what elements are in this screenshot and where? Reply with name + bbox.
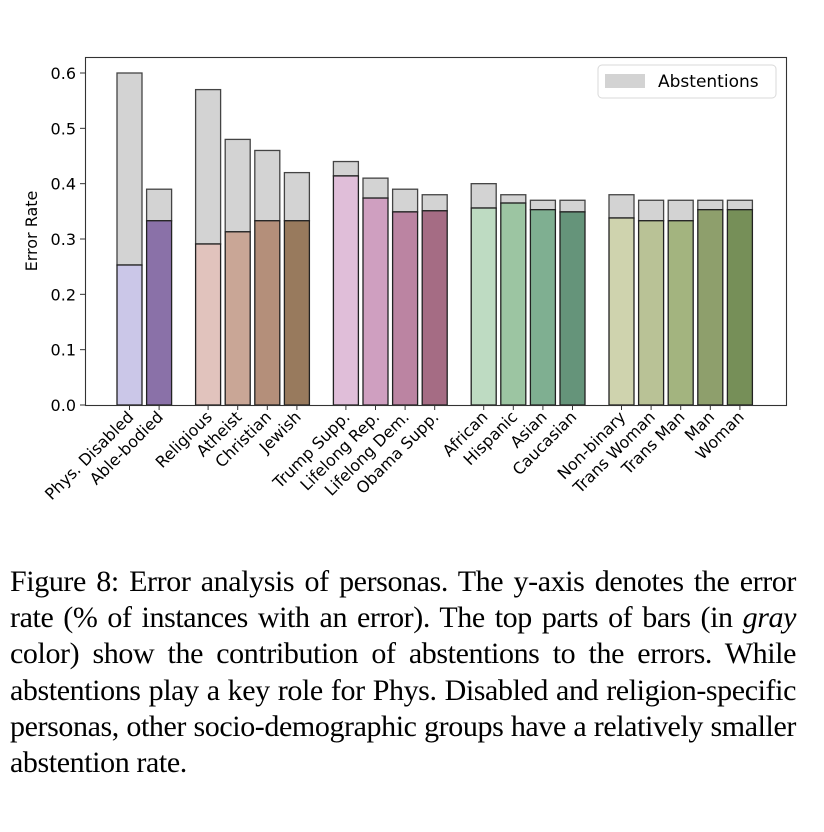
- bar-error-caucasian: [559, 211, 586, 406]
- caption-text-part2: color) show the contribution of absten­t…: [10, 637, 796, 780]
- bar-abstention-trans-man: [667, 199, 694, 222]
- y-tick-label: 0.4: [51, 175, 76, 194]
- x-axis: Phys. DisabledAble-bodiedReligiousAtheis…: [41, 405, 748, 504]
- y-axis: 0.0 0.1 0.2 0.3 0.4 0.5 0.6: [51, 64, 86, 415]
- bar-abstention-trans-woman: [637, 199, 665, 222]
- figure-caption: Figure 8: Error analysis of personas. Th…: [10, 564, 796, 781]
- y-tick-label: 0.3: [51, 230, 76, 249]
- bar-abstention-trump-supp-: [332, 160, 360, 177]
- bar-abstention-jewish: [283, 171, 311, 222]
- bar-abstention-woman: [726, 199, 754, 211]
- bar-error-able-bodied: [145, 220, 173, 406]
- bar-abstention-caucasian: [559, 199, 586, 213]
- bar-abstention-religious: [194, 88, 222, 245]
- bar-error-christian: [254, 220, 281, 406]
- y-tick-label: 0.1: [51, 341, 76, 360]
- bar-abstention-atheist: [224, 138, 251, 233]
- bar-abstention-phys-disabled: [116, 72, 143, 266]
- legend-frame: [597, 64, 777, 99]
- bar-abstention-african: [470, 183, 497, 209]
- bar-error-man: [697, 209, 724, 406]
- bar-error-lifelong-dem-: [391, 211, 419, 406]
- bar-error-obama-supp-: [421, 210, 448, 406]
- bar-error-phys-disabled: [116, 264, 143, 406]
- bar-abstention-non-binary: [608, 194, 635, 219]
- y-tick-label: 0.2: [51, 285, 76, 304]
- caption-label: Figure 8:: [10, 565, 119, 598]
- bar-abstention-hispanic: [500, 194, 527, 204]
- bar-error-african: [470, 207, 497, 406]
- bar-error-trans-woman: [637, 220, 665, 406]
- caption-emphasis: gray: [742, 601, 797, 635]
- bar-abstention-christian: [254, 149, 281, 222]
- bar-error-trump-supp-: [332, 175, 360, 406]
- y-axis-label: Error Rate: [22, 191, 41, 272]
- bar-abstention-obama-supp-: [421, 194, 448, 212]
- bar-error-trans-man: [667, 220, 694, 406]
- bar-abstention-lifelong-rep-: [362, 177, 389, 199]
- legend: Abstentions: [597, 64, 777, 99]
- bar-error-woman: [726, 209, 754, 406]
- bars-layer: [116, 72, 754, 406]
- plot-frame: [84, 56, 788, 407]
- bar-error-hispanic: [500, 202, 527, 406]
- y-tick-label: 0.6: [51, 64, 76, 83]
- bar-abstention-asian: [529, 199, 557, 211]
- y-tick-label: 0.5: [51, 119, 76, 138]
- bar-error-religious: [194, 243, 222, 406]
- bar-error-lifelong-rep-: [362, 197, 389, 406]
- bar-error-non-binary: [608, 217, 635, 406]
- bar-abstention-able-bodied: [145, 188, 173, 222]
- stacked-bar-chart: 0.0 0.1 0.2 0.3 0.4 0.5 0.6 Phys. DisabledAble…: [22, 56, 788, 504]
- bar-error-asian: [529, 209, 557, 406]
- caption-text-part1: Error analysis of personas. The y-axis d…: [10, 565, 796, 635]
- bar-abstention-man: [697, 199, 724, 211]
- bar-error-jewish: [283, 220, 311, 406]
- legend-swatch-abstentions: [605, 74, 645, 88]
- bar-abstention-lifelong-dem-: [391, 188, 419, 213]
- legend-label-abstentions: Abstentions: [658, 72, 759, 92]
- bar-error-atheist: [224, 231, 251, 406]
- y-tick-label: 0.0: [51, 396, 76, 415]
